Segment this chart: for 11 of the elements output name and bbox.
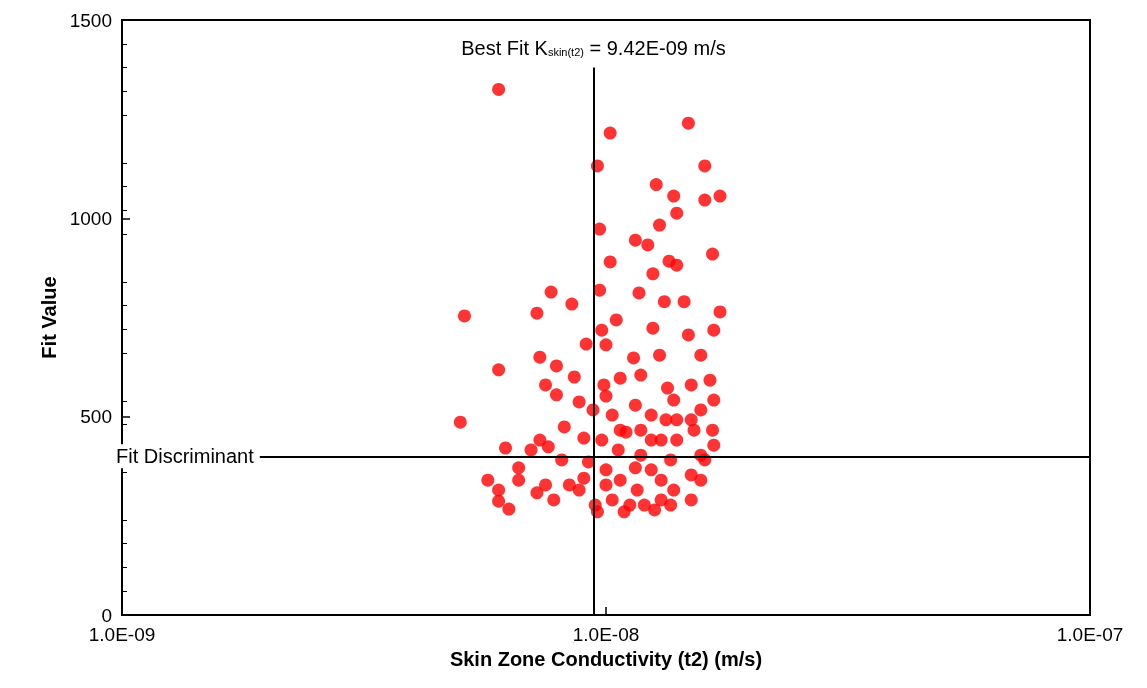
y-axis-title: Fit Value [37, 276, 60, 359]
ref-line-label: Best Fit Kskin(t2) = 9.42E-09 m/s [461, 36, 726, 59]
y-tick-label: 1000 [69, 207, 112, 229]
ref-line-label: Fit Discriminant [116, 445, 255, 468]
x-axis-title: Skin Zone Conductivity (t2) (m/s) [449, 647, 763, 670]
x-tick-label: 1.0E-08 [572, 624, 640, 645]
x-tick-label: 1.0E-09 [88, 624, 156, 645]
y-tick-label: 1500 [69, 9, 112, 31]
y-tick-label: 0 [101, 604, 112, 626]
y-tick-label: 500 [80, 406, 112, 428]
x-tick-label: 1.0E-07 [1056, 624, 1124, 645]
